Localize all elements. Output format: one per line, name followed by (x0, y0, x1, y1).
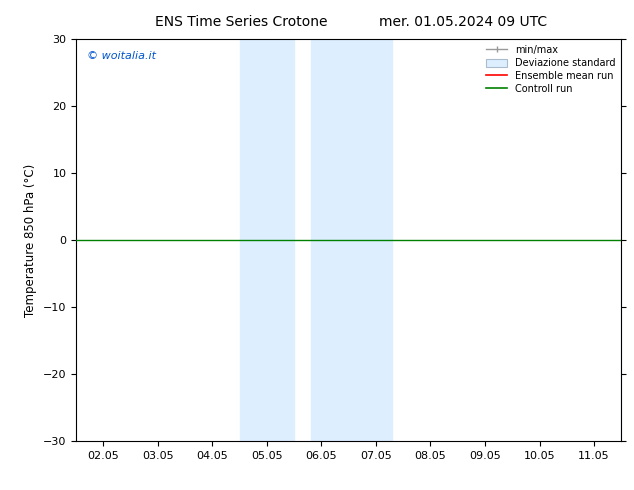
Legend: min/max, Deviazione standard, Ensemble mean run, Controll run: min/max, Deviazione standard, Ensemble m… (482, 41, 619, 98)
Text: mer. 01.05.2024 09 UTC: mer. 01.05.2024 09 UTC (378, 15, 547, 29)
Bar (621, 39, 634, 441)
Text: © woitalia.it: © woitalia.it (87, 51, 156, 61)
Bar (311, 39, 392, 441)
Text: ENS Time Series Crotone: ENS Time Series Crotone (155, 15, 327, 29)
Y-axis label: Temperature 850 hPa (°C): Temperature 850 hPa (°C) (24, 164, 37, 317)
Bar (240, 39, 294, 441)
